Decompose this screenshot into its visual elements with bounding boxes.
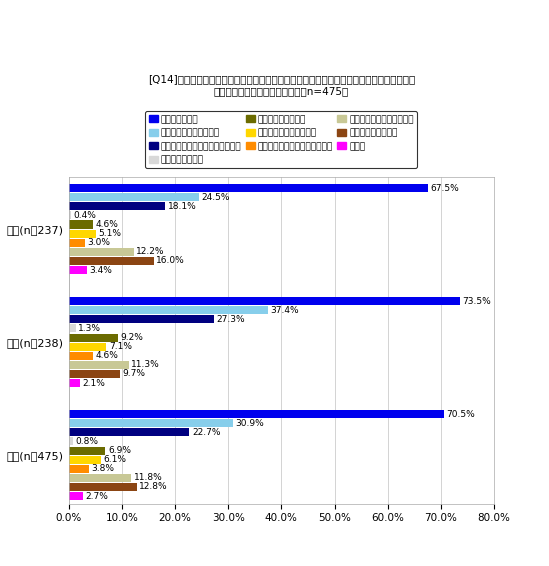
- Text: 70.5%: 70.5%: [446, 410, 475, 419]
- Bar: [69, 211, 71, 220]
- Text: 0.4%: 0.4%: [74, 211, 96, 220]
- Bar: [69, 465, 89, 473]
- Bar: [69, 370, 120, 378]
- Text: 2.1%: 2.1%: [82, 379, 105, 388]
- Bar: [69, 410, 444, 418]
- Bar: [69, 438, 73, 445]
- Text: 12.2%: 12.2%: [136, 247, 165, 256]
- Text: 3.4%: 3.4%: [89, 265, 112, 275]
- Text: 27.3%: 27.3%: [216, 315, 245, 324]
- Text: 30.9%: 30.9%: [236, 419, 265, 428]
- Bar: [69, 184, 428, 192]
- Text: 37.4%: 37.4%: [270, 306, 299, 315]
- Bar: [69, 266, 87, 274]
- Bar: [69, 428, 189, 436]
- Text: [Q14]あなたがオンラインショッピングで購入目的にない商品に対して思わず興味を持つポ
イントは何ですか？（複数回答、n=475）: [Q14]あなたがオンラインショッピングで購入目的にない商品に対して思わず興味を…: [148, 74, 415, 96]
- Text: 3.0%: 3.0%: [87, 238, 110, 247]
- Bar: [69, 342, 107, 350]
- Bar: [69, 419, 233, 427]
- Text: 6.1%: 6.1%: [104, 455, 127, 464]
- Bar: [69, 361, 128, 369]
- Text: 3.8%: 3.8%: [92, 464, 115, 473]
- Text: 0.8%: 0.8%: [76, 437, 98, 446]
- Bar: [69, 447, 105, 454]
- Bar: [69, 297, 460, 305]
- Text: 22.7%: 22.7%: [192, 428, 221, 437]
- Text: 5.1%: 5.1%: [98, 229, 121, 238]
- Bar: [69, 193, 199, 201]
- Text: 12.8%: 12.8%: [139, 482, 168, 491]
- Text: 2.7%: 2.7%: [86, 492, 109, 500]
- Bar: [69, 306, 267, 314]
- Bar: [69, 492, 83, 500]
- Bar: [69, 483, 137, 491]
- Text: 4.6%: 4.6%: [96, 220, 119, 229]
- Bar: [69, 239, 85, 247]
- Bar: [69, 248, 133, 256]
- Text: 18.1%: 18.1%: [167, 202, 197, 211]
- Bar: [69, 456, 101, 464]
- Text: 1.3%: 1.3%: [78, 324, 101, 333]
- Bar: [69, 257, 154, 265]
- Text: 73.5%: 73.5%: [462, 297, 491, 306]
- Bar: [69, 221, 93, 229]
- Text: 24.5%: 24.5%: [201, 192, 230, 201]
- Bar: [69, 379, 80, 387]
- Text: 9.7%: 9.7%: [123, 370, 146, 379]
- Text: 9.2%: 9.2%: [120, 333, 143, 342]
- Bar: [69, 474, 131, 482]
- Legend: お買い得だから, 画像に魅力を感じたから, インターネット限定の販売だから, 信頼性があるから, 知名度があったから, 在庫数が少なかったから, キャラクターが: お買い得だから, 画像に魅力を感じたから, インターネット限定の販売だから, 信…: [145, 111, 417, 168]
- Bar: [69, 230, 96, 238]
- Text: 6.9%: 6.9%: [108, 446, 131, 455]
- Bar: [69, 202, 165, 211]
- Text: 11.8%: 11.8%: [134, 473, 163, 482]
- Text: 4.6%: 4.6%: [96, 351, 119, 360]
- Text: 16.0%: 16.0%: [156, 256, 185, 265]
- Text: 11.3%: 11.3%: [131, 361, 160, 370]
- Text: 67.5%: 67.5%: [430, 183, 459, 192]
- Bar: [69, 315, 214, 323]
- Bar: [69, 333, 117, 341]
- Text: 7.1%: 7.1%: [109, 342, 132, 351]
- Bar: [69, 324, 76, 332]
- Bar: [69, 351, 93, 360]
